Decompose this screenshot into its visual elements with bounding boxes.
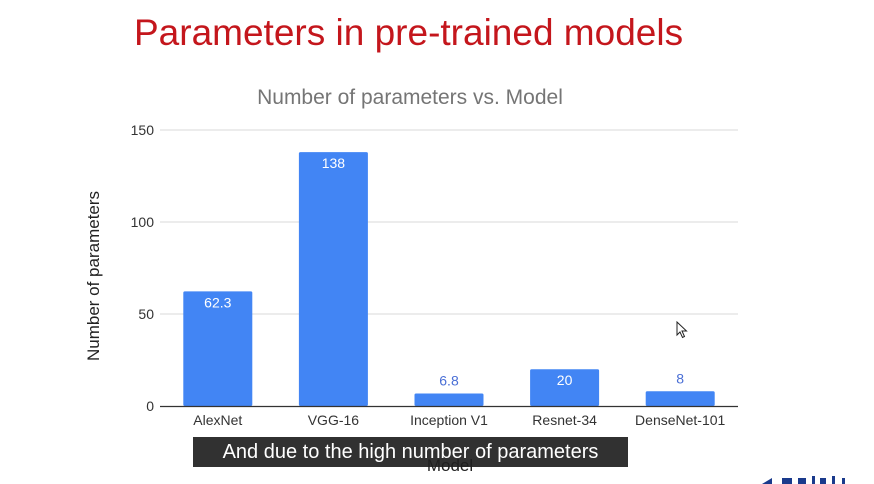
x-tick-label: AlexNet [193,412,242,428]
y-axis-label: Number of parameters [84,191,103,361]
bars [183,152,715,406]
bar [530,369,600,406]
x-tick-label: VGG-16 [308,412,360,428]
subtitle-caption: And due to the high number of parameters [193,437,628,467]
bar-value-label: 8 [676,370,684,386]
y-tick-label: 150 [131,122,155,138]
y-tick-label: 50 [138,306,154,322]
y-tick-label: 0 [146,398,154,414]
x-tick-label: Inception V1 [410,412,488,428]
slide-title: Parameters in pre-trained models [134,12,684,53]
y-tick-label: 100 [131,214,155,230]
value-labels: 62.3 138 6.8 20 8 [204,155,684,388]
bar-value-label: 62.3 [204,294,231,310]
bar [414,393,484,406]
bar-value-label: 6.8 [439,372,459,388]
y-tick-labels: 0 50 100 150 [131,122,155,414]
x-tick-label: Resnet-34 [532,412,597,428]
bar [298,152,368,406]
brand-logo-partial [758,476,874,484]
bar [645,391,715,406]
bar-value-label: 20 [557,372,573,388]
x-tick-label: DenseNet-101 [635,412,725,428]
bar [183,291,253,406]
x-tick-labels: AlexNet VGG-16 Inception V1 Resnet-34 DenseN… [193,412,725,428]
gridlines [160,129,738,315]
bar-value-label: 138 [322,155,346,171]
mouse-pointer-icon [676,321,688,339]
chart-title: Number of parameters vs. Model [257,86,563,109]
